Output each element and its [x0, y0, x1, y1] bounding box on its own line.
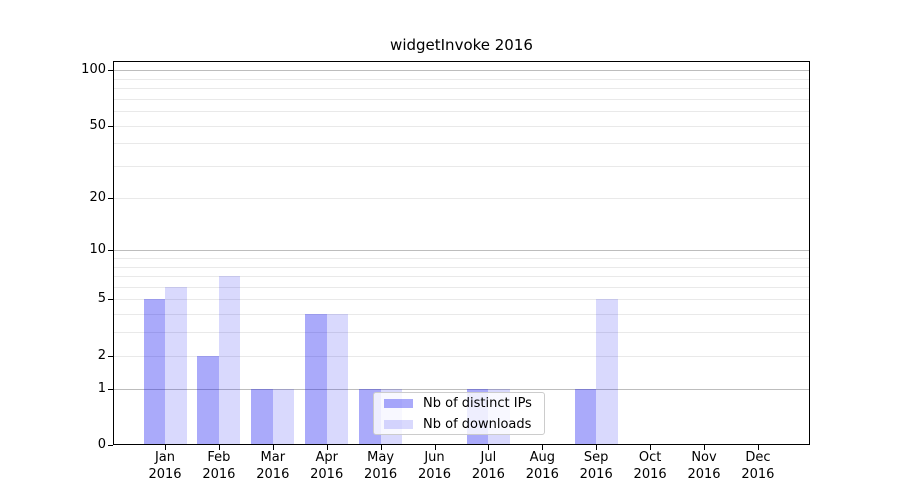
gridline-minor: [114, 355, 809, 357]
bar-distinct-ips: [574, 388, 597, 445]
x-axis-tick: [380, 445, 382, 450]
gridline-major: [114, 70, 809, 71]
gridline-minor: [114, 98, 809, 100]
x-axis-tick-label: Jun 2016: [417, 450, 452, 482]
x-axis-tick-label: Apr 2016: [310, 450, 344, 482]
y-axis-tick-label: 20: [89, 189, 106, 205]
x-axis-tick-label: May 2016: [364, 450, 398, 482]
y-axis-tick-label: 1: [97, 380, 106, 396]
gridline-minor: [114, 143, 809, 145]
x-axis-tick: [326, 445, 328, 450]
gridline-minor: [114, 78, 809, 80]
legend-label-downloads: Nb of downloads: [423, 416, 532, 432]
y-axis-tick-label: 2: [97, 347, 106, 363]
bar-downloads: [596, 299, 618, 445]
legend-item-distinct-ips: Nb of distinct IPs: [384, 394, 544, 412]
legend-item-downloads: Nb of downloads: [384, 415, 544, 433]
x-axis-tick-label: Feb 2016: [202, 450, 236, 482]
gridline-major: [114, 388, 809, 390]
legend: Nb of distinct IPs Nb of downloads: [373, 392, 545, 435]
gridline-minor: [114, 111, 809, 112]
y-axis-tick: [108, 125, 113, 127]
x-axis-tick: [650, 445, 652, 450]
y-axis-tick-label: 5: [97, 291, 106, 307]
gridline-minor: [114, 166, 809, 167]
bar-downloads: [326, 314, 349, 445]
x-axis-tick: [542, 445, 544, 450]
x-axis-tick: [218, 445, 220, 450]
x-axis-tick: [434, 445, 436, 450]
legend-swatch-distinct-ips: [384, 398, 413, 408]
y-axis-tick: [108, 197, 113, 199]
x-axis-tick-label: Sep 2016: [579, 450, 613, 482]
legend-label-distinct-ips: Nb of distinct IPs: [423, 395, 532, 411]
bar-distinct-ips: [251, 388, 273, 445]
gridline-minor: [114, 87, 809, 89]
bar-distinct-ips: [143, 299, 165, 445]
x-axis-tick-label: Jul 2016: [471, 450, 505, 482]
y-axis-tick: [108, 299, 113, 301]
y-axis-tick-label: 0: [97, 437, 106, 452]
y-axis-tick: [108, 445, 113, 446]
legend-swatch-downloads: [384, 419, 413, 429]
x-axis-tick: [757, 445, 759, 450]
gridline-minor: [114, 314, 809, 316]
y-axis-tick: [108, 355, 113, 357]
gridline-minor: [114, 276, 809, 277]
gridline-minor: [114, 286, 809, 288]
gridline-minor: [114, 197, 809, 199]
gridline-major: [114, 250, 809, 252]
x-axis-tick: [488, 445, 490, 450]
gridline-minor: [114, 257, 809, 259]
gridline-minor: [114, 125, 809, 127]
x-axis-tick-label: Nov 2016: [687, 450, 721, 482]
y-axis-tick-label: 100: [81, 62, 106, 77]
gridline-minor: [114, 266, 809, 268]
x-axis-tick: [165, 445, 166, 450]
y-axis-tick: [108, 70, 113, 71]
x-axis-tick-label: Oct 2016: [633, 450, 667, 482]
x-axis-tick: [596, 445, 598, 450]
y-axis-tick: [108, 388, 113, 390]
x-axis-tick-label: Jan 2016: [148, 450, 182, 482]
bar-downloads: [218, 276, 241, 445]
gridline-minor: [114, 332, 809, 334]
x-axis-tick: [704, 445, 705, 450]
chart-title: widgetInvoke 2016: [390, 36, 533, 54]
x-axis-tick: [272, 445, 274, 450]
bar-distinct-ips: [305, 314, 327, 445]
x-axis-tick-label: Aug 2016: [525, 450, 559, 482]
gridline-minor: [114, 299, 809, 301]
y-axis-tick-label: 10: [89, 242, 106, 258]
bar-distinct-ips: [197, 355, 219, 445]
y-axis-tick-label: 50: [89, 117, 106, 133]
x-axis-tick-label: Mar 2016: [256, 450, 290, 482]
bar-downloads: [272, 388, 295, 445]
y-axis-tick: [108, 250, 113, 252]
bar-downloads: [165, 286, 187, 445]
x-axis-tick-label: Dec 2016: [741, 450, 775, 482]
